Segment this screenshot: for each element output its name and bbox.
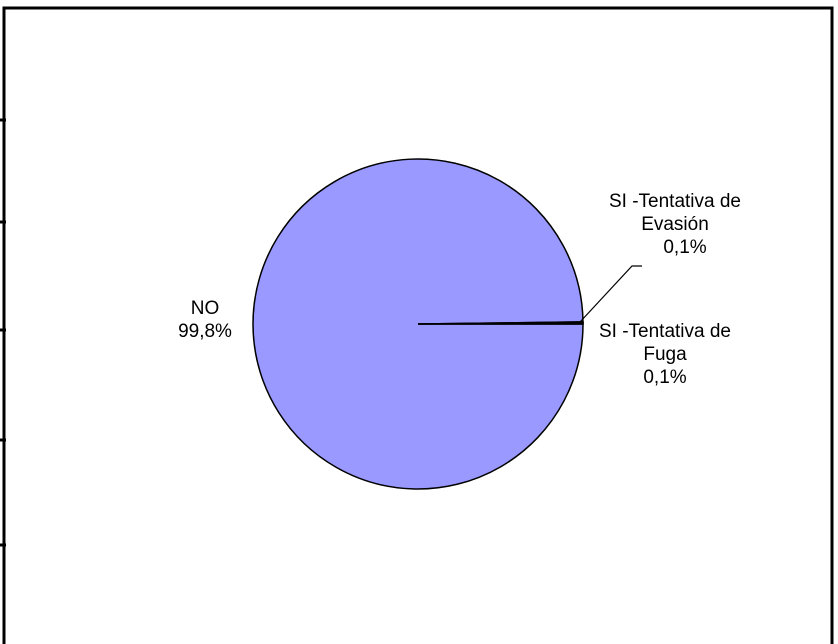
pie — [252, 158, 584, 490]
slice-label: SI -Tentativa de Evasión 0,1% — [595, 190, 755, 259]
category-label: SI -Tentativa de Fuga — [598, 321, 732, 365]
value-label: 0,1% — [663, 237, 707, 258]
slice-label: SI -Tentativa de Fuga 0,1% — [585, 320, 745, 389]
value-label: 99,8% — [178, 321, 232, 342]
value-label: 0,1% — [643, 367, 687, 388]
edge-ticks — [0, 118, 6, 547]
leader-line — [579, 265, 642, 323]
category-label: SI -Tentativa de Evasión — [608, 191, 742, 235]
category-label: NO — [190, 298, 220, 319]
pie-slice — [417, 322, 584, 325]
slice-label: NO 99,8% — [140, 297, 270, 343]
